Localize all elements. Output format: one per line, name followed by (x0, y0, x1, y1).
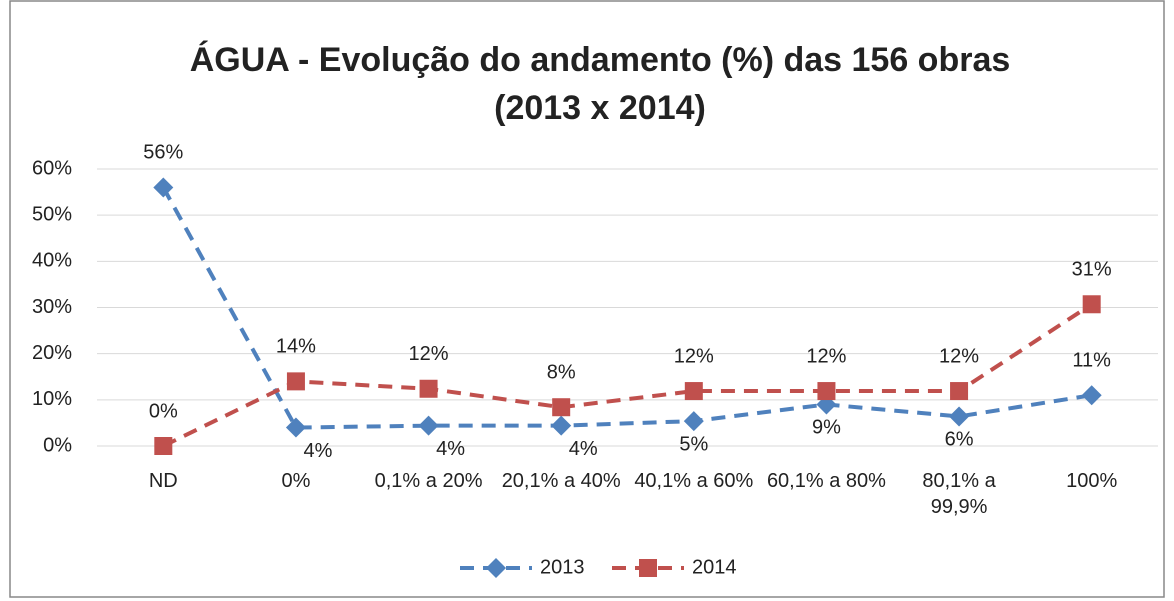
x-tick-label: ND (148, 470, 178, 492)
data-label: 12% (939, 345, 979, 367)
data-label: 6% (945, 429, 974, 451)
series-line (162, 302, 1093, 448)
data-label: 4% (303, 440, 332, 462)
data-label: 56% (143, 142, 183, 164)
data-point (552, 398, 571, 417)
x-tick-label: 40,1% a 60% (634, 470, 754, 492)
legend-marker (486, 558, 506, 578)
data-point (817, 382, 836, 401)
x-tick-label: 0,1% a 20% (374, 470, 483, 492)
data-point (419, 379, 438, 398)
data-point (286, 372, 305, 391)
data-label: 31% (1072, 259, 1112, 281)
x-tick-label: 80,1% a 99,9% (922, 470, 996, 518)
series-line (161, 186, 1093, 430)
chart-title: (2013 x 2014) (494, 89, 706, 127)
legend-label: 2013 (540, 556, 585, 578)
data-point (950, 382, 969, 401)
data-point (684, 382, 703, 401)
data-label: 4% (569, 438, 598, 460)
data-label: 9% (812, 417, 841, 439)
data-label: 4% (436, 438, 465, 460)
x-tick-label: 60,1% a 80% (766, 470, 886, 492)
y-tick-label: 50% (32, 203, 72, 225)
legend-marker (639, 559, 657, 577)
data-label: 12% (806, 345, 846, 367)
chart-title: ÁGUA - Evolução do andamento (%) das 156… (190, 41, 1011, 79)
data-label: 0% (149, 400, 178, 422)
legend-label: 2014 (692, 556, 737, 578)
data-point (683, 411, 704, 432)
chart-border (9, 0, 1165, 598)
data-point (285, 417, 306, 438)
y-tick-label: 10% (32, 388, 72, 410)
data-point (154, 437, 173, 455)
data-point (418, 415, 439, 436)
y-tick-label: 60% (32, 157, 72, 179)
x-tick-label: 100% (1066, 470, 1118, 492)
data-label: 14% (276, 336, 316, 358)
data-label: 5% (679, 433, 708, 455)
y-tick-label: 30% (32, 296, 72, 318)
data-point (1081, 385, 1102, 406)
data-point (949, 406, 970, 427)
data-label: 12% (409, 343, 449, 365)
x-tick-label: 0% (281, 470, 311, 492)
data-point (153, 177, 174, 198)
data-point (551, 415, 572, 436)
x-tick-label: 20,1% a 40% (501, 470, 621, 492)
y-tick-label: 40% (32, 250, 72, 272)
data-label: 8% (547, 362, 576, 384)
data-label: 11% (1072, 349, 1111, 371)
y-tick-label: 0% (43, 434, 72, 456)
data-label: 12% (674, 345, 714, 367)
data-point (1082, 295, 1101, 314)
y-tick-label: 20% (32, 342, 72, 364)
